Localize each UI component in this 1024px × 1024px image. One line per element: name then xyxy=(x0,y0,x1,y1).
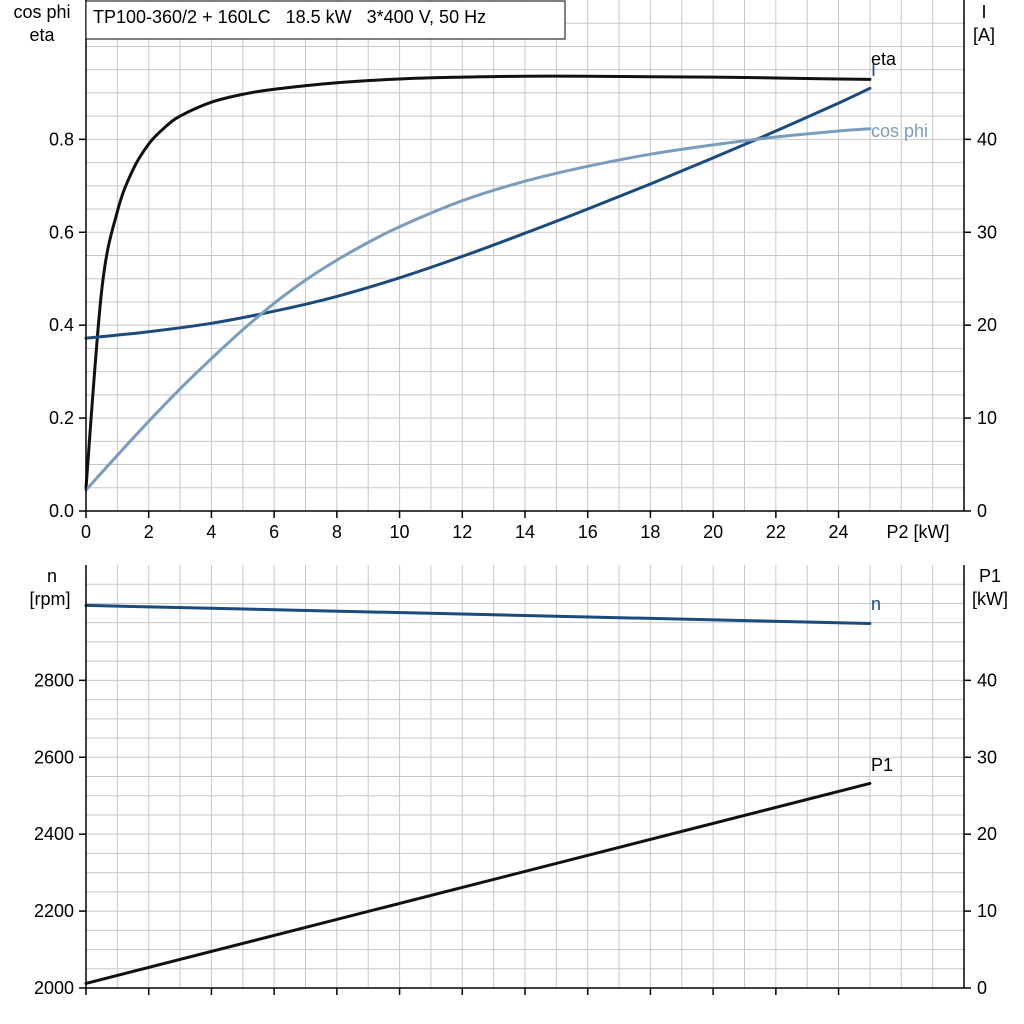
bottom-right-axis-label-line1: P1 xyxy=(979,566,1001,586)
top-right-axis-label-line1: I xyxy=(981,2,986,22)
bottom-right-tick-label: 10 xyxy=(977,901,997,921)
top-right-tick-label: 30 xyxy=(977,222,997,242)
top-left-tick-label: 0.8 xyxy=(49,129,74,149)
series-line-n xyxy=(84,603,872,625)
x-tick-label: 8 xyxy=(332,522,342,542)
top-right-tick-label: 10 xyxy=(977,408,997,428)
top-left-tick-label: 0.0 xyxy=(49,501,74,521)
top-chart-grid xyxy=(86,0,964,511)
x-tick-label: 16 xyxy=(578,522,598,542)
series-label-eta: eta xyxy=(871,49,897,69)
bottom-left-tick-label: 2400 xyxy=(34,824,74,844)
top-chart-axes: 0 2 4 6 8 10 12 14 16 18 20 22 240.00.20.40.60.80102… xyxy=(49,0,997,542)
x-tick-label: 6 xyxy=(269,522,279,542)
x-tick-label: 12 xyxy=(452,522,472,542)
top-left-tick-label: 0.4 xyxy=(49,315,74,335)
bottom-left-axis-label-line2: [rpm] xyxy=(29,589,70,609)
bottom-chart-axes: 2000 2200 2400 2600 2800 0 10 20 30 40 xyxy=(34,565,997,998)
series-line-cos-phi xyxy=(84,127,872,492)
bottom-chart-curves xyxy=(84,603,872,985)
bottom-right-tick-label: 30 xyxy=(977,747,997,767)
chart-title: TP100-360/2 + 160LC 18.5 kW 3*400 V, 50 … xyxy=(93,7,486,27)
x-tick-label: 4 xyxy=(206,522,216,542)
x-tick-label: 20 xyxy=(703,522,723,542)
bottom-left-tick-label: 2000 xyxy=(34,978,74,998)
bottom-right-axis-label-line2: [kW] xyxy=(972,589,1008,609)
series-line-eta xyxy=(84,74,872,490)
series-line-I xyxy=(84,86,872,340)
bottom-left-tick-label: 2600 xyxy=(34,747,74,767)
bottom-left-tick-label: 2200 xyxy=(34,901,74,921)
bottom-right-tick-label: 40 xyxy=(977,670,997,690)
bottom-chart-grid xyxy=(86,565,964,988)
x-tick-label: 18 xyxy=(640,522,660,542)
top-right-tick-label: 40 xyxy=(977,129,997,149)
top-left-axis-label-line1: cos phi xyxy=(13,2,70,22)
x-tick-label: 2 xyxy=(144,522,154,542)
top-chart-curves xyxy=(84,74,872,492)
bottom-left-axis-label-line1: n xyxy=(47,566,57,586)
x-tick-label: 10 xyxy=(390,522,410,542)
top-left-tick-label: 0.2 xyxy=(49,408,74,428)
bottom-right-tick-label: 20 xyxy=(977,824,997,844)
top-left-tick-label: 0.6 xyxy=(49,222,74,242)
x-tick-label: 24 xyxy=(829,522,849,542)
series-label-P1: P1 xyxy=(871,755,893,775)
chart-title-box xyxy=(85,0,566,40)
series-line-P1 xyxy=(84,781,872,985)
x-tick-label: 0 xyxy=(81,522,91,542)
series-label-cos-phi: cos phi xyxy=(871,121,928,141)
top-right-axis-label-line2: [A] xyxy=(973,25,995,45)
x-tick-label: 22 xyxy=(766,522,786,542)
x-tick-label: 14 xyxy=(515,522,535,542)
x-axis-label: P2 [kW] xyxy=(886,522,949,542)
series-label-n: n xyxy=(871,594,881,614)
series-label-I: I xyxy=(871,60,876,80)
bottom-right-tick-label: 0 xyxy=(977,978,987,998)
bottom-left-tick-label: 2800 xyxy=(34,670,74,690)
top-left-axis-label-line2: eta xyxy=(29,25,55,45)
top-right-tick-label: 0 xyxy=(977,501,987,521)
top-right-tick-label: 20 xyxy=(977,315,997,335)
